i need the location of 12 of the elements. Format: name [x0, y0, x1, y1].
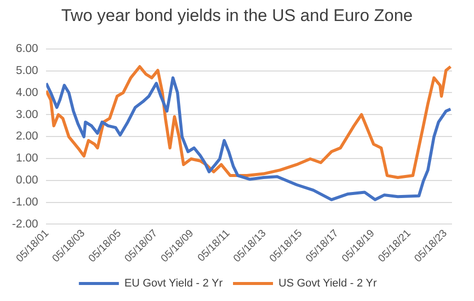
y-tick-label: 0.00 [16, 174, 38, 187]
y-tick-label: -1.00 [12, 196, 38, 208]
y-tick-label: -2.00 [12, 218, 38, 230]
y-tick-label: 2.00 [16, 130, 38, 143]
y-tick-label: 6.00 [16, 43, 38, 56]
y-tick-label: 3.00 [16, 108, 38, 121]
legend-label: EU Govt Yield - 2 Yr [124, 278, 223, 290]
y-tick-label: 1.00 [16, 152, 38, 165]
y-tick-label: 4.00 [16, 86, 38, 99]
chart-title: Two year bond yields in the US and Euro Zone [60, 6, 414, 26]
y-tick-label: 5.00 [16, 64, 38, 77]
legend-label: US Govt Yield - 2 Yr [278, 278, 378, 290]
